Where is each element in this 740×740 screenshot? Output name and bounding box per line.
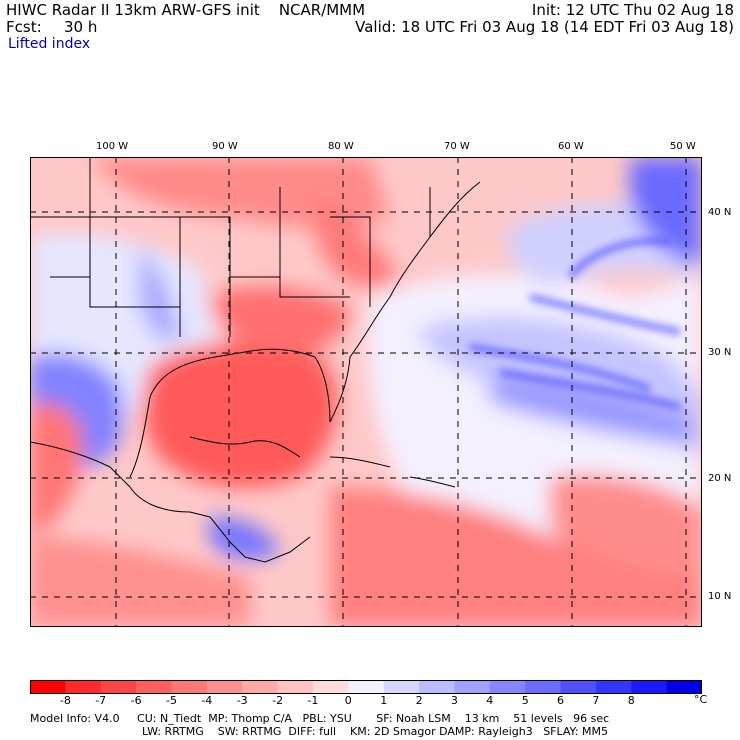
colorbar-tick-label: 6	[557, 694, 564, 707]
colorbar-tick-label: 7	[592, 694, 600, 707]
colorbar	[30, 680, 702, 694]
colorbar-swatch	[631, 680, 668, 694]
colorbar-swatch	[136, 680, 172, 694]
colorbar-swatch	[100, 680, 137, 694]
model-info-line2: LW: RRTMG SW: RRTMG DIFF: full KM: 2D Sm…	[142, 725, 608, 738]
colorbar-tick-label: 3	[450, 694, 458, 707]
colorbar-swatch	[489, 680, 526, 694]
colorbar-tick-label: 1	[380, 694, 388, 707]
colorbar-swatch	[206, 680, 243, 694]
colorbar-swatch	[454, 680, 491, 694]
lon-label-60w: 60 W	[558, 141, 584, 152]
colorbar-tick-label: -8	[59, 694, 71, 707]
lon-label-50w: 50 W	[670, 141, 696, 152]
colorbar-swatch	[560, 680, 597, 694]
lat-label-10n: 10 N	[708, 591, 732, 602]
colorbar-tick-label: 8	[627, 694, 635, 707]
colorbar-tick-label: -2	[272, 694, 284, 707]
valid-time: Valid: 18 UTC Fri 03 Aug 18 (14 EDT Fri …	[355, 18, 734, 36]
colorbar-tick-label: 4	[486, 694, 494, 707]
init-time: Init: 12 UTC Thu 02 Aug 18	[531, 1, 734, 19]
colorbar-tick-label: -7	[95, 694, 107, 707]
colorbar-swatch	[277, 680, 314, 694]
colorbar-swatch	[383, 680, 420, 694]
model-info-line1: Model Info: V4.0 CU: N_Tiedt MP: Thomp C…	[30, 712, 610, 725]
colorbar-swatch	[171, 680, 208, 694]
colorbar-swatch	[242, 680, 279, 694]
field-name: Lifted index	[8, 36, 91, 52]
colorbar-tick-label: 5	[521, 694, 529, 707]
colorbar-swatch	[419, 680, 455, 694]
colorbar-swatch	[65, 680, 102, 694]
lat-label-30n: 30 N	[708, 347, 732, 358]
colorbar-tick-label: -3	[236, 694, 248, 707]
colorbar-tick-label: -1	[307, 694, 319, 707]
colorbar-tick-label: -5	[166, 694, 177, 707]
colorbar-swatch	[525, 680, 562, 694]
lon-label-100w: 100 W	[96, 141, 129, 152]
colorbar-tick-label: 0	[344, 694, 352, 707]
colorbar-swatch	[595, 680, 632, 694]
colorbar-tick-label: -4	[201, 694, 213, 707]
header-title: HIWC Radar II 13km ARW-GFS init NCAR/MMM	[6, 1, 366, 19]
lat-label-20n: 20 N	[708, 473, 732, 484]
fcst-label: Fcst:	[6, 18, 42, 36]
colorbar-swatch	[348, 680, 385, 694]
colorbar-tick-label: -6	[130, 694, 142, 707]
lifted-index-map	[30, 157, 702, 627]
lon-label-90w: 90 W	[212, 141, 238, 152]
lat-label-40n: 40 N	[708, 207, 732, 218]
colorbar-swatch	[312, 680, 349, 694]
colorbar-swatch	[666, 680, 702, 694]
lon-label-80w: 80 W	[328, 141, 354, 152]
lon-label-70w: 70 W	[444, 141, 470, 152]
fcst-value: 30 h	[64, 18, 98, 36]
colorbar-unit: °C	[694, 693, 708, 706]
colorbar-swatch	[30, 680, 66, 694]
colorbar-tick-label: 2	[415, 694, 423, 707]
